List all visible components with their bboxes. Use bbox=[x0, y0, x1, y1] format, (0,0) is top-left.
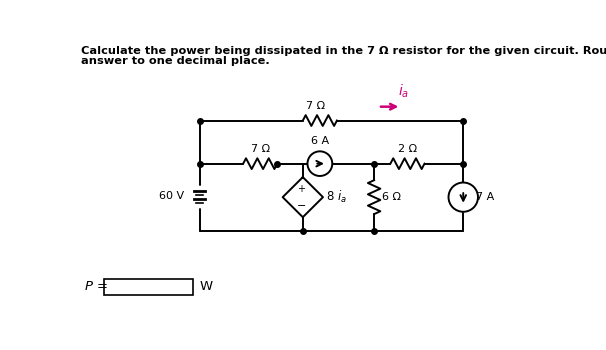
Text: 7 A: 7 A bbox=[476, 192, 494, 202]
Text: W: W bbox=[200, 280, 213, 293]
Text: 60 V: 60 V bbox=[159, 191, 184, 201]
Text: 7 Ω: 7 Ω bbox=[305, 100, 325, 111]
Text: 8 $\it{i_a}$: 8 $\it{i_a}$ bbox=[326, 189, 347, 205]
Text: 2 Ω: 2 Ω bbox=[398, 144, 417, 154]
Text: 6 A: 6 A bbox=[311, 136, 329, 146]
Text: −: − bbox=[296, 201, 306, 211]
Text: $P$ =: $P$ = bbox=[84, 280, 107, 293]
Text: +: + bbox=[298, 184, 305, 194]
FancyBboxPatch shape bbox=[104, 279, 193, 295]
Text: Calculate the power being dissipated in the 7 Ω resistor for the given circuit. : Calculate the power being dissipated in … bbox=[81, 46, 606, 56]
Text: 6 Ω: 6 Ω bbox=[382, 192, 401, 202]
Text: answer to one decimal place.: answer to one decimal place. bbox=[81, 56, 270, 66]
Text: 7 Ω: 7 Ω bbox=[251, 144, 270, 154]
Text: $\it{i_a}$: $\it{i_a}$ bbox=[398, 82, 409, 100]
